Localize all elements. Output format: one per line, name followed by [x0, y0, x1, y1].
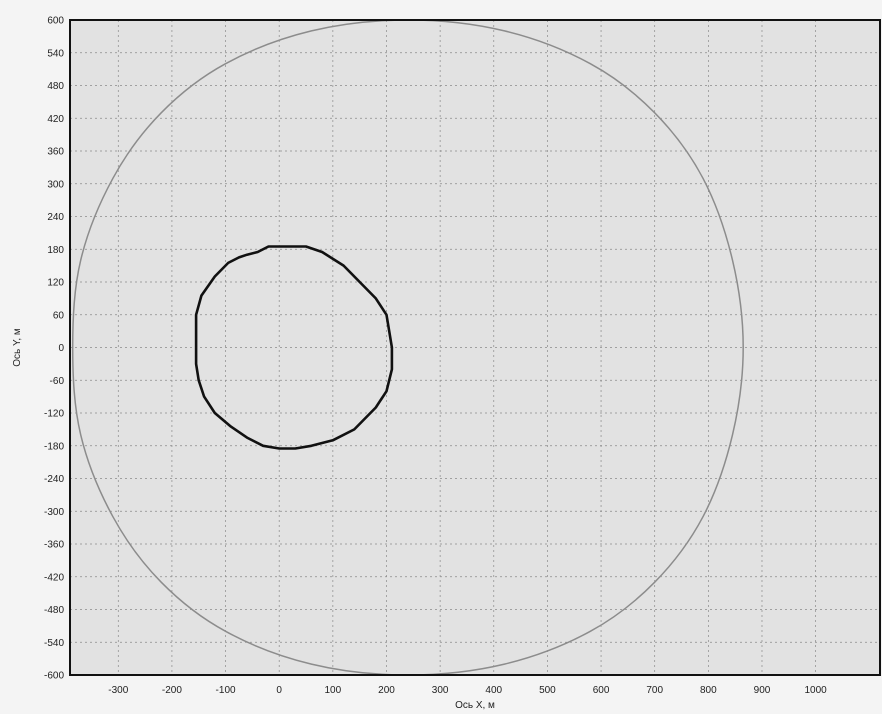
plot-frame	[69, 19, 881, 676]
y-tick-label: 480	[47, 81, 64, 92]
x-tick-label: 100	[325, 685, 342, 696]
y-tick-label: -360	[44, 540, 64, 551]
y-tick-label: 600	[47, 16, 64, 27]
y-tick-label: 360	[47, 147, 64, 158]
x-tick-label: -300	[108, 685, 128, 696]
y-axis-label: Ось Y, м	[12, 328, 23, 367]
inner-contour-line	[194, 245, 394, 450]
y-tick-label: 300	[47, 179, 64, 190]
x-tick-label: 0	[276, 685, 282, 696]
y-tick-label: -240	[44, 474, 64, 485]
y-tick-labels: 600540480420360300240180120600-60-120-18…	[44, 16, 64, 682]
x-tick-labels: -300 -200 -100 0 100 200 300 400 500 600 700 800 900…	[108, 685, 827, 696]
y-tick-label: 420	[47, 114, 64, 125]
x-tick-label: 600	[593, 685, 610, 696]
y-tick-label: -540	[44, 638, 64, 649]
outer-contour-line	[71, 19, 744, 676]
grid-lines	[70, 19, 880, 676]
y-tick-label: -120	[44, 409, 64, 420]
x-tick-label: 300	[432, 685, 449, 696]
y-tick-label: 0	[58, 343, 64, 354]
x-tick-label: 800	[700, 685, 717, 696]
y-tick-label: -180	[44, 441, 64, 452]
y-tick-label: 120	[47, 278, 64, 289]
y-tick-label: -480	[44, 605, 64, 616]
x-tick-label: 400	[485, 685, 502, 696]
x-tick-label: 200	[378, 685, 395, 696]
y-tick-label: -300	[44, 507, 64, 518]
series-layer	[71, 19, 744, 676]
y-tick-label: 180	[47, 245, 64, 256]
y-tick-label: -60	[50, 376, 65, 387]
y-tick-label: 60	[53, 310, 65, 321]
y-tick-label: -420	[44, 572, 64, 583]
x-tick-label: -100	[216, 685, 236, 696]
x-tick-label: 700	[646, 685, 663, 696]
x-tick-label: 900	[754, 685, 771, 696]
y-tick-label: 540	[47, 48, 64, 59]
y-tick-label: 240	[47, 212, 64, 223]
y-tick-label: -600	[44, 671, 64, 682]
x-tick-label: 500	[539, 685, 556, 696]
x-tick-label: 1000	[805, 685, 828, 696]
x-axis-label: Ось X, м	[455, 700, 495, 711]
x-tick-label: -200	[162, 685, 182, 696]
